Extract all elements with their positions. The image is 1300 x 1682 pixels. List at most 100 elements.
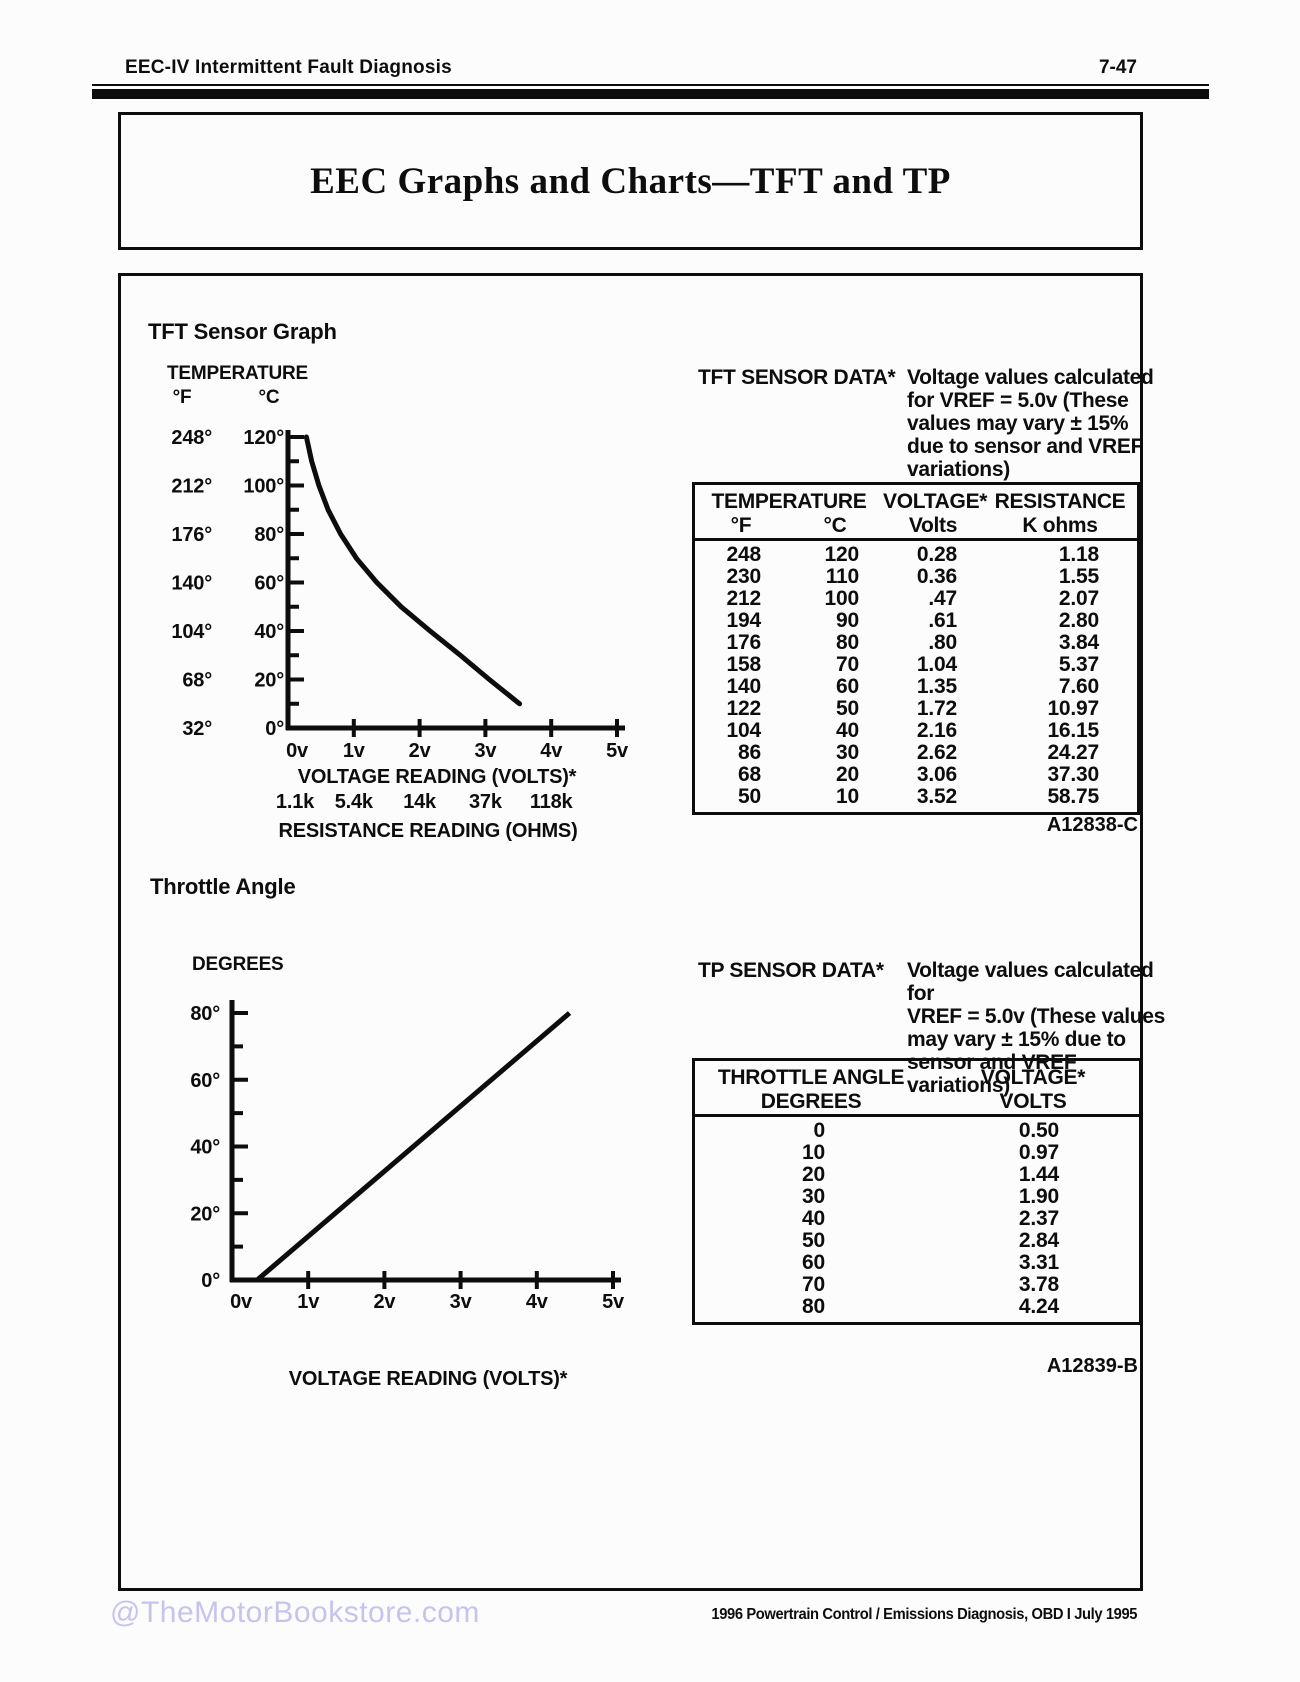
table-cell: 2.07 xyxy=(1058,587,1099,610)
tft-graph-heading: TFT Sensor Graph xyxy=(148,319,337,344)
table-cell: 3.52 xyxy=(916,785,957,808)
tft-data-table: TEMPERATURE VOLTAGE* RESISTANCE °F °C Volts K… xyxy=(692,482,1140,815)
table-cell: 10.97 xyxy=(1047,697,1099,720)
tp-table-header-divider xyxy=(695,1114,1139,1117)
table-cell: 2.16 xyxy=(916,719,957,742)
tft-y-axis-title: TEMPERATURE xyxy=(167,363,308,384)
table-cell: 80 xyxy=(802,1295,825,1318)
table-cell: 58.75 xyxy=(1047,785,1099,808)
tft-table-body: 248 120 0.28 1.18 230 110 0.36 1.55 212 100 .47 2.0… xyxy=(695,541,1137,812)
table-cell: 40 xyxy=(802,1207,825,1230)
tft-y-tick-label-f: 68° xyxy=(182,670,212,692)
table-cell: 3.06 xyxy=(916,763,957,786)
table-cell: 4.24 xyxy=(1018,1295,1059,1318)
tp-table-body: 0 0.50 10 0.97 20 1.44 30 1.90 40 2.37 50 2.84 60 3.3… xyxy=(695,1117,1139,1322)
table-cell: 1.55 xyxy=(1058,565,1099,588)
tft-curve xyxy=(303,434,523,707)
table-cell: 50 xyxy=(802,1229,825,1252)
tft-resistance-tick-label: 14k xyxy=(403,791,437,813)
table-cell: 1.04 xyxy=(916,653,957,676)
page-title: EEC Graphs and Charts—TFT and TP xyxy=(310,160,951,202)
tft-table-header: TEMPERATURE VOLTAGE* RESISTANCE °F °C Volts K… xyxy=(695,485,1137,538)
table-cell: .47 xyxy=(928,587,957,610)
tft-x-tick-label: 4v xyxy=(540,740,563,762)
table-cell: 140 xyxy=(726,675,762,698)
tp-x-tick-label: 3v xyxy=(450,1291,473,1313)
table-cell: 80 xyxy=(836,631,859,654)
table-cell: 0 xyxy=(813,1119,826,1142)
table-cell: 7.60 xyxy=(1058,675,1099,698)
tp-line xyxy=(255,1011,572,1282)
table-cell: 30 xyxy=(802,1185,825,1208)
table-cell: 122 xyxy=(726,697,762,720)
table-cell: 5.37 xyxy=(1058,653,1099,676)
table-cell: 60 xyxy=(836,675,859,698)
column-group-header: RESISTANCE xyxy=(994,490,1126,513)
table-cell: 0.36 xyxy=(916,565,957,588)
note-line: Voltage values calculated xyxy=(907,366,1154,389)
table-cell: 24.27 xyxy=(1047,741,1099,764)
table-cell: .61 xyxy=(928,609,957,632)
footer-text: 1996 Powertrain Control / Emissions Diag… xyxy=(711,1606,1137,1623)
table-cell: 0.28 xyxy=(916,543,957,566)
tft-y-unit-c: °C xyxy=(259,387,280,408)
tft-x-tick-label: 1v xyxy=(343,740,366,762)
note-line: variations) xyxy=(907,458,1010,481)
table-cell: 16.15 xyxy=(1047,719,1099,742)
tft-resistance-tick-label: 37k xyxy=(469,791,503,813)
table-cell: 194 xyxy=(726,609,762,632)
table-cell: 90 xyxy=(836,609,859,632)
header-rule-thin xyxy=(92,84,1209,86)
table-cell: 2.84 xyxy=(1018,1229,1059,1252)
tft-y-tick-label-f: 140° xyxy=(171,573,212,595)
table-cell: 30 xyxy=(836,741,859,764)
table-cell: 230 xyxy=(726,565,762,588)
table-cell: 248 xyxy=(726,543,762,566)
table-cell: 37.30 xyxy=(1047,763,1099,786)
note-line: values may vary ± 15% xyxy=(907,412,1129,435)
table-cell: 3.31 xyxy=(1018,1251,1059,1274)
table-cell: 104 xyxy=(726,719,762,742)
title-box: EEC Graphs and Charts—TFT and TP xyxy=(118,112,1143,250)
column-group-header: VOLTAGE* xyxy=(883,490,988,513)
table-cell: .80 xyxy=(928,631,957,654)
tft-sensor-graph: TEMPERATURE °F °C 120° 248° 100° 212° 80° 176° 60… xyxy=(167,363,629,842)
tft-x-tick-label: 5v xyxy=(606,740,629,762)
tp-x-axis-title: VOLTAGE READING (VOLTS)* xyxy=(289,1368,568,1390)
table-cell: 20 xyxy=(802,1163,825,1186)
tp-x-tick-label: 5v xyxy=(602,1291,625,1313)
note-line: sensor and VREF variations) xyxy=(907,1051,1077,1097)
note-line: for VREF = 5.0v (These xyxy=(907,389,1129,412)
table-cell: 110 xyxy=(825,565,859,588)
tft-y-tick-label-f: 212° xyxy=(171,476,212,498)
table-cell: 1.90 xyxy=(1018,1185,1059,1208)
tft-y-tick-label-f: 248° xyxy=(171,427,212,449)
tp-x-tick-label: 0v xyxy=(230,1291,253,1313)
table-cell: 70 xyxy=(802,1273,825,1296)
tp-data-table: THROTTLE ANGLE VOLTAGE* DEGREES VOLTS 0 0.5… xyxy=(692,1058,1142,1325)
tp-y-tick-label: 0° xyxy=(201,1270,220,1292)
column-subheader: °C xyxy=(823,514,847,537)
tft-y-tick-label-f: 104° xyxy=(171,621,212,643)
table-cell: 10 xyxy=(802,1141,825,1164)
column-group-header: VOLTAGE* xyxy=(980,1066,1086,1089)
tp-y-axis-title: DEGREES xyxy=(192,954,284,975)
table-cell: 40 xyxy=(836,719,859,742)
tft-y-tick-label-c: 100° xyxy=(243,476,284,498)
table-cell: 212 xyxy=(726,587,762,610)
column-subheader: VOLTS xyxy=(999,1090,1067,1113)
tft-resistance-axis-title: RESISTANCE READING (OHMS) xyxy=(278,820,577,842)
table-cell: 1.18 xyxy=(1058,543,1099,566)
tft-y-tick-label-c: 120° xyxy=(243,427,284,449)
table-cell: 176 xyxy=(726,631,762,654)
tp-table-header: THROTTLE ANGLE VOLTAGE* DEGREES VOLTS xyxy=(695,1061,1139,1114)
tft-y-tick-label-f: 32° xyxy=(182,718,212,740)
tp-y-tick-label: 60° xyxy=(190,1070,220,1092)
tp-y-tick-label: 40° xyxy=(190,1137,220,1159)
tft-x-axis-title: VOLTAGE READING (VOLTS)* xyxy=(298,766,577,788)
tft-table-header-divider xyxy=(695,538,1137,541)
page-number: 7-47 xyxy=(1098,57,1137,78)
table-cell: 2.37 xyxy=(1018,1207,1059,1230)
page-header-title: EEC-IV Intermittent Fault Diagnosis xyxy=(125,57,452,78)
tp-y-tick-label: 20° xyxy=(190,1203,220,1225)
